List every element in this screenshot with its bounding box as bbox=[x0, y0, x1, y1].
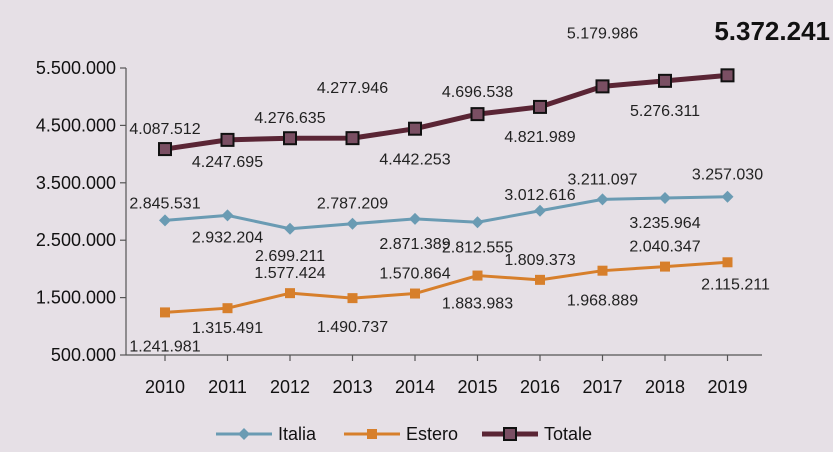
data-label-totale: 4.087.512 bbox=[129, 121, 200, 138]
data-label-estero: 1.883.983 bbox=[442, 296, 513, 313]
y-tick-label: 3.500.000 bbox=[36, 173, 116, 193]
x-tick-label: 2013 bbox=[332, 377, 372, 397]
x-tick-label: 2016 bbox=[520, 377, 560, 397]
y-tick-label: 1.500.000 bbox=[36, 288, 116, 308]
data-point-italia bbox=[221, 209, 234, 222]
x-tick-label: 2014 bbox=[395, 377, 435, 397]
data-label-estero: 1.315.491 bbox=[192, 320, 263, 337]
y-tick-label: 4.500.000 bbox=[36, 115, 116, 135]
data-point-italia bbox=[346, 217, 359, 230]
legend-label-estero: Estero bbox=[406, 424, 458, 444]
data-point-totale bbox=[595, 79, 610, 94]
data-point-totale bbox=[720, 68, 735, 83]
legend-label-totale: Totale bbox=[544, 424, 592, 444]
data-point-italia bbox=[659, 191, 671, 204]
data-label-totale: 4.821.989 bbox=[504, 129, 575, 146]
series-line-italia bbox=[164, 195, 728, 231]
data-label-italia: 3.257.030 bbox=[692, 167, 763, 184]
x-tick-label: 2015 bbox=[457, 377, 497, 397]
y-tick-label: 500.000 bbox=[51, 345, 116, 365]
data-point-totale bbox=[283, 131, 297, 146]
data-label-totale: 4.442.253 bbox=[379, 152, 450, 169]
data-label-italia: 3.235.964 bbox=[629, 215, 700, 232]
data-label-estero: 2.040.347 bbox=[629, 239, 700, 256]
legend-label-italia: Italia bbox=[278, 424, 317, 444]
x-tick-label: 2017 bbox=[582, 377, 622, 397]
data-point-estero bbox=[660, 261, 670, 272]
data-point-estero bbox=[535, 274, 545, 285]
data-point-totale bbox=[345, 131, 360, 146]
data-point-italia bbox=[471, 216, 484, 229]
data-label-italia: 2.845.531 bbox=[129, 195, 200, 212]
data-label-estero: 1.809.373 bbox=[504, 252, 575, 269]
data-point-estero bbox=[410, 288, 420, 299]
legend-marker-estero bbox=[367, 429, 377, 439]
data-label-totale: 4.247.695 bbox=[192, 154, 263, 171]
data-point-totale bbox=[470, 107, 485, 122]
legend-marker-totale bbox=[503, 427, 517, 441]
data-point-italia bbox=[596, 193, 609, 206]
data-point-italia bbox=[534, 204, 546, 217]
data-point-italia bbox=[284, 222, 296, 235]
data-label-estero: 1.577.424 bbox=[254, 265, 325, 282]
data-label-italia: 2.699.211 bbox=[255, 248, 325, 265]
series-line-estero bbox=[164, 260, 728, 314]
data-label-totale: 4.276.635 bbox=[254, 110, 325, 127]
x-tick-label: 2012 bbox=[270, 377, 310, 397]
data-point-italia bbox=[721, 190, 734, 203]
legend-marker-italia bbox=[238, 428, 250, 440]
y-tick-label: 2.500.000 bbox=[36, 230, 116, 250]
data-label-italia: 2.871.389 bbox=[379, 236, 450, 253]
data-label-italia: 3.012.616 bbox=[504, 187, 575, 204]
data-label-estero: 1.570.864 bbox=[379, 266, 450, 283]
x-tick-label: 2019 bbox=[707, 377, 747, 397]
data-label-estero: 2.115.211 bbox=[701, 276, 770, 293]
series-line-totale bbox=[164, 72, 728, 152]
data-label-italia: 2.932.204 bbox=[192, 229, 263, 246]
data-label-estero: 1.968.889 bbox=[567, 293, 638, 310]
data-label-italia: 2.787.209 bbox=[317, 196, 388, 213]
data-label-totale: 5.179.986 bbox=[567, 25, 638, 42]
data-point-estero bbox=[222, 303, 233, 314]
data-label-totale: 5.276.311 bbox=[630, 103, 700, 120]
data-point-estero bbox=[160, 307, 170, 318]
data-point-estero bbox=[472, 270, 483, 281]
data-label-totale: 4.277.946 bbox=[317, 80, 388, 97]
data-point-estero bbox=[597, 265, 608, 276]
data-label-italia: 3.211.097 bbox=[568, 171, 638, 188]
data-point-totale bbox=[408, 121, 422, 136]
data-label-estero: 1.490.737 bbox=[317, 319, 388, 336]
data-point-estero bbox=[722, 257, 733, 268]
data-point-totale bbox=[220, 132, 235, 147]
data-point-totale bbox=[533, 99, 547, 114]
x-tick-label: 2011 bbox=[208, 377, 247, 397]
y-tick-label: 5.500.000 bbox=[36, 58, 116, 78]
x-tick-label: 2010 bbox=[145, 377, 185, 397]
data-point-totale bbox=[658, 73, 672, 88]
data-point-italia bbox=[409, 212, 421, 225]
total-callout-label: 5.372.241 bbox=[714, 16, 830, 46]
data-point-totale bbox=[158, 142, 172, 157]
data-point-italia bbox=[159, 214, 171, 227]
data-label-estero: 1.241.981 bbox=[129, 338, 200, 355]
data-point-estero bbox=[347, 293, 358, 304]
x-tick-label: 2018 bbox=[645, 377, 685, 397]
data-point-estero bbox=[285, 288, 295, 299]
data-label-totale: 4.696.538 bbox=[442, 84, 513, 101]
data-label-italia: 2.812.555 bbox=[442, 239, 513, 256]
